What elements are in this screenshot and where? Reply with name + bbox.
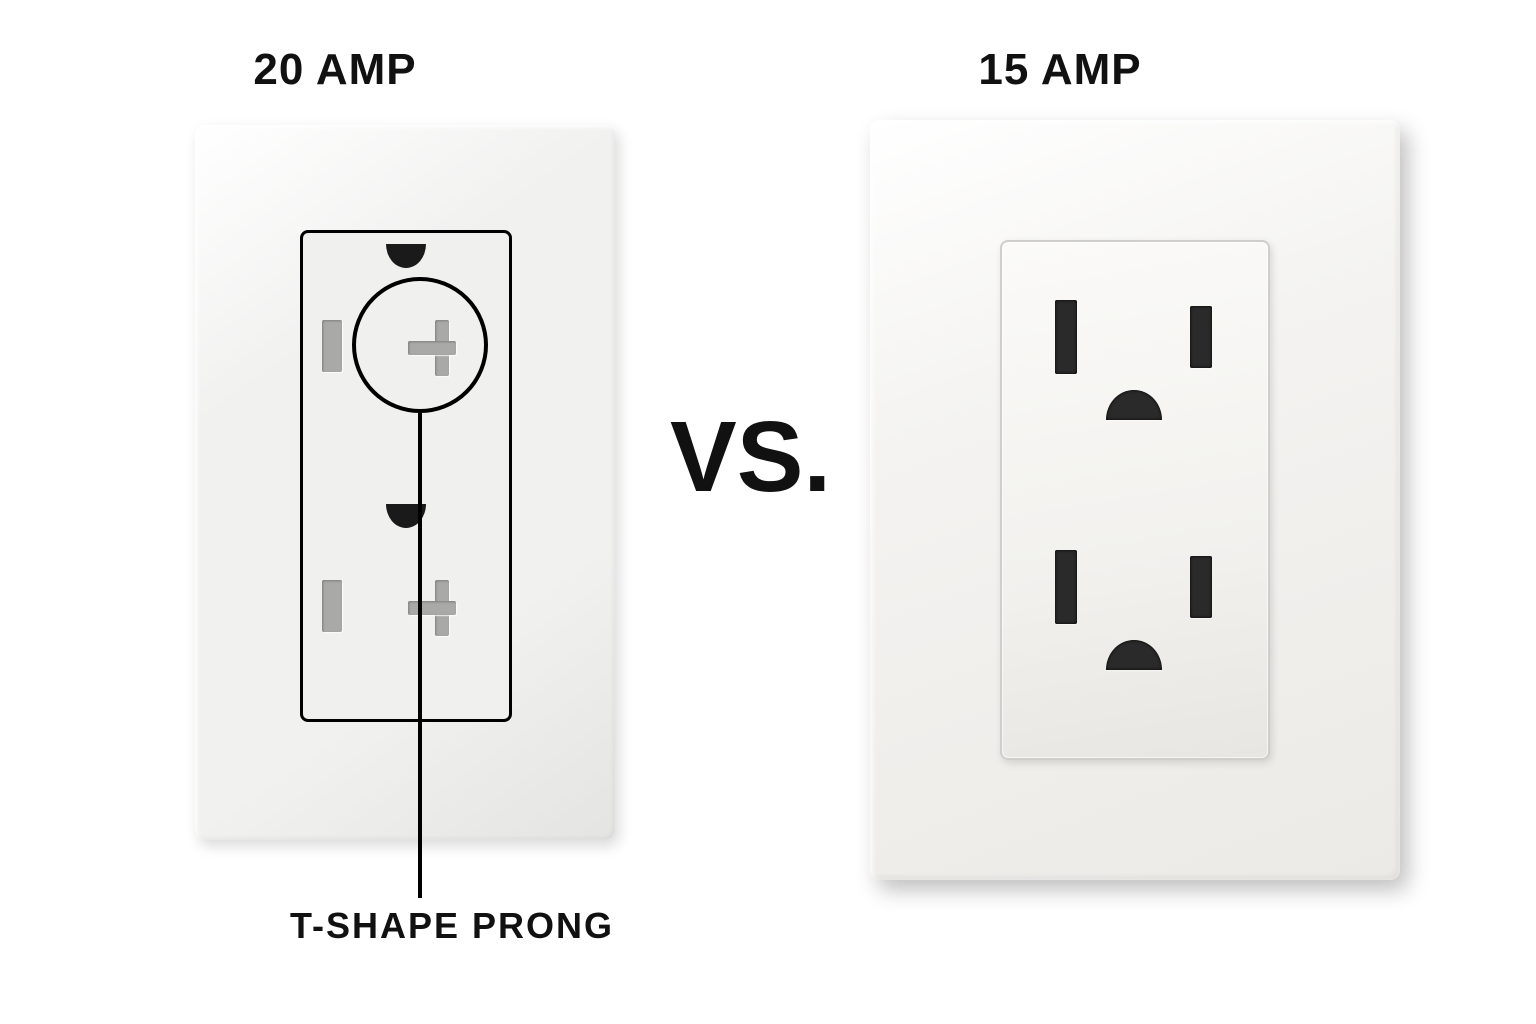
left-top-neutral-slot <box>322 320 342 372</box>
left-bottom-hot-t-horizontal <box>408 601 456 615</box>
left-bottom-neutral-slot <box>322 580 342 632</box>
callout-leader-line <box>418 413 422 898</box>
callout-label: T-SHAPE PRONG <box>290 905 614 947</box>
callout-circle <box>352 277 488 413</box>
right-bottom-neutral-slot <box>1055 550 1077 624</box>
right-top-neutral-slot <box>1055 300 1077 374</box>
comparison-diagram: { "layout": { "canvas_w": 1536, "canvas_… <box>0 0 1536 1024</box>
vs-label: VS. <box>670 400 831 515</box>
right-receptacle <box>1000 240 1270 760</box>
right-top-hot-slot <box>1190 306 1212 368</box>
right-bottom-hot-slot <box>1190 556 1212 618</box>
right-title: 15 AMP <box>910 45 1210 95</box>
left-title: 20 AMP <box>185 45 485 95</box>
